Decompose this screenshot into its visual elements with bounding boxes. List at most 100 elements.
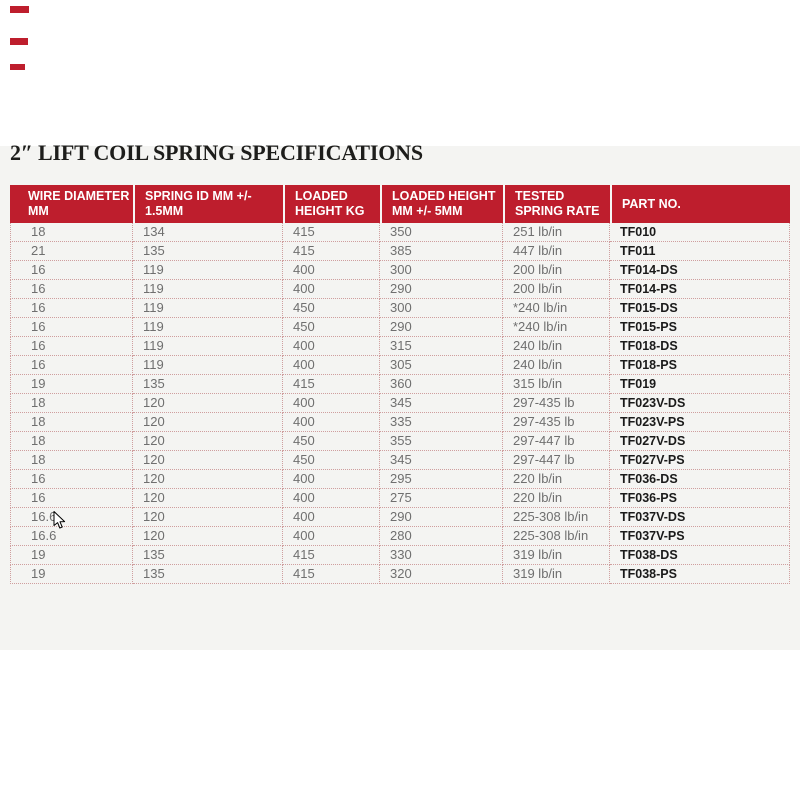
- table-cell: 415: [283, 375, 380, 394]
- table-cell: 297-447 lb: [503, 451, 610, 470]
- table-cell: 320: [380, 565, 503, 584]
- table-cell: 135: [133, 546, 283, 565]
- part-no-cell: TF036-PS: [610, 489, 790, 508]
- table-cell: 251 lb/in: [503, 223, 610, 242]
- table-cell: 450: [283, 432, 380, 451]
- part-no-cell: TF019: [610, 375, 790, 394]
- page-title: 2″ LIFT COIL SPRING SPECIFICATIONS: [10, 140, 423, 165]
- table-cell: 19: [10, 565, 133, 584]
- table-cell: 135: [133, 375, 283, 394]
- table-cell: 305: [380, 356, 503, 375]
- table-row: 16 119 400 300 200 lb/in TF014-DS: [10, 261, 790, 280]
- table-row: 18 120 450 345 297-447 lb TF027V-PS: [10, 451, 790, 470]
- column-header: LOADED HEIGHT MM +/- 5MM: [380, 185, 503, 223]
- column-header: TESTED SPRING RATE: [503, 185, 610, 223]
- table-cell: 400: [283, 527, 380, 546]
- table-cell: 119: [133, 280, 283, 299]
- table-row: 16 119 450 300 *240 lb/in TF015-DS: [10, 299, 790, 318]
- spring-specifications-table: WIRE DIAMETER MM SPRING ID MM +/- 1.5MM LO…: [10, 185, 790, 584]
- column-header-label: TESTED SPRING RATE: [515, 189, 600, 218]
- table-row: 16 120 400 275 220 lb/in TF036-PS: [10, 489, 790, 508]
- table-cell: 400: [283, 489, 380, 508]
- table-cell: 400: [283, 356, 380, 375]
- part-no-cell: TF018-DS: [610, 337, 790, 356]
- table-cell: 450: [283, 299, 380, 318]
- table-cell: 225-308 lb/in: [503, 508, 610, 527]
- column-header: SPRING ID MM +/- 1.5MM: [133, 185, 283, 223]
- mouse-cursor-icon: [53, 511, 66, 529]
- part-no-cell: TF018-PS: [610, 356, 790, 375]
- column-header: PART NO.: [610, 185, 790, 223]
- table-cell: 450: [283, 318, 380, 337]
- table-row: 18 120 400 335 297-435 lb TF023V-PS: [10, 413, 790, 432]
- table-cell: 119: [133, 299, 283, 318]
- table-cell: 16: [10, 489, 133, 508]
- column-header: WIRE DIAMETER MM: [10, 185, 133, 223]
- red-dash-mark: [10, 38, 28, 45]
- table-cell: 335: [380, 413, 503, 432]
- table-cell: 16: [10, 280, 133, 299]
- table-cell: 120: [133, 470, 283, 489]
- part-no-cell: TF014-DS: [610, 261, 790, 280]
- table-cell: 415: [283, 242, 380, 261]
- table-cell: 290: [380, 508, 503, 527]
- table-cell: 319 lb/in: [503, 546, 610, 565]
- red-dash-mark: [10, 6, 29, 13]
- table-cell: 119: [133, 318, 283, 337]
- table-cell: 16: [10, 470, 133, 489]
- table-cell: 135: [133, 565, 283, 584]
- column-header-label: SPRING ID MM +/- 1.5MM: [145, 189, 252, 218]
- table-cell: 319 lb/in: [503, 565, 610, 584]
- part-no-cell: TF037V-PS: [610, 527, 790, 546]
- table-row: 16 119 400 305 240 lb/in TF018-PS: [10, 356, 790, 375]
- table-cell: 18: [10, 394, 133, 413]
- table-cell: 355: [380, 432, 503, 451]
- table-cell: 315 lb/in: [503, 375, 610, 394]
- table-cell: 300: [380, 299, 503, 318]
- table-cell: 400: [283, 394, 380, 413]
- table-body: 18 134 415 350 251 lb/in TF010 21 135 415 385 447 …: [10, 223, 790, 584]
- table-cell: 120: [133, 527, 283, 546]
- table-cell: 200 lb/in: [503, 261, 610, 280]
- table-cell: 225-308 lb/in: [503, 527, 610, 546]
- column-header-label: PART NO.: [622, 196, 681, 211]
- table-row: 16.6 120 400 290 225-308 lb/in TF037V-DS: [10, 508, 790, 527]
- part-no-cell: TF011: [610, 242, 790, 261]
- part-no-cell: TF023V-PS: [610, 413, 790, 432]
- table-cell: 450: [283, 451, 380, 470]
- table-cell: 21: [10, 242, 133, 261]
- table-cell: 315: [380, 337, 503, 356]
- table-cell: 297-435 lb: [503, 413, 610, 432]
- part-no-cell: TF027V-PS: [610, 451, 790, 470]
- table-cell: 447 lb/in: [503, 242, 610, 261]
- column-header-label: LOADED HEIGHT KG: [295, 189, 365, 218]
- table-cell: 16: [10, 337, 133, 356]
- table-cell: 16: [10, 299, 133, 318]
- table-cell: 385: [380, 242, 503, 261]
- table-cell: 220 lb/in: [503, 489, 610, 508]
- table-cell: 119: [133, 337, 283, 356]
- table-cell: 280: [380, 527, 503, 546]
- part-no-cell: TF015-PS: [610, 318, 790, 337]
- table-cell: *240 lb/in: [503, 318, 610, 337]
- column-header: LOADED HEIGHT KG: [283, 185, 380, 223]
- part-no-cell: TF036-DS: [610, 470, 790, 489]
- table-cell: 16: [10, 318, 133, 337]
- table-row: 19 135 415 360 315 lb/in TF019: [10, 375, 790, 394]
- table-cell: 134: [133, 223, 283, 242]
- table-cell: 400: [283, 470, 380, 489]
- table-cell: 400: [283, 261, 380, 280]
- table-cell: 297-447 lb: [503, 432, 610, 451]
- table-cell: 16.6: [10, 508, 133, 527]
- table-cell: 415: [283, 223, 380, 242]
- table-cell: 120: [133, 451, 283, 470]
- table-cell: 415: [283, 546, 380, 565]
- part-no-cell: TF010: [610, 223, 790, 242]
- table-cell: 345: [380, 394, 503, 413]
- table-row: 19 135 415 320 319 lb/in TF038-PS: [10, 565, 790, 584]
- table-cell: 400: [283, 280, 380, 299]
- table-cell: 360: [380, 375, 503, 394]
- table-cell: 240 lb/in: [503, 337, 610, 356]
- table-row: 18 134 415 350 251 lb/in TF010: [10, 223, 790, 242]
